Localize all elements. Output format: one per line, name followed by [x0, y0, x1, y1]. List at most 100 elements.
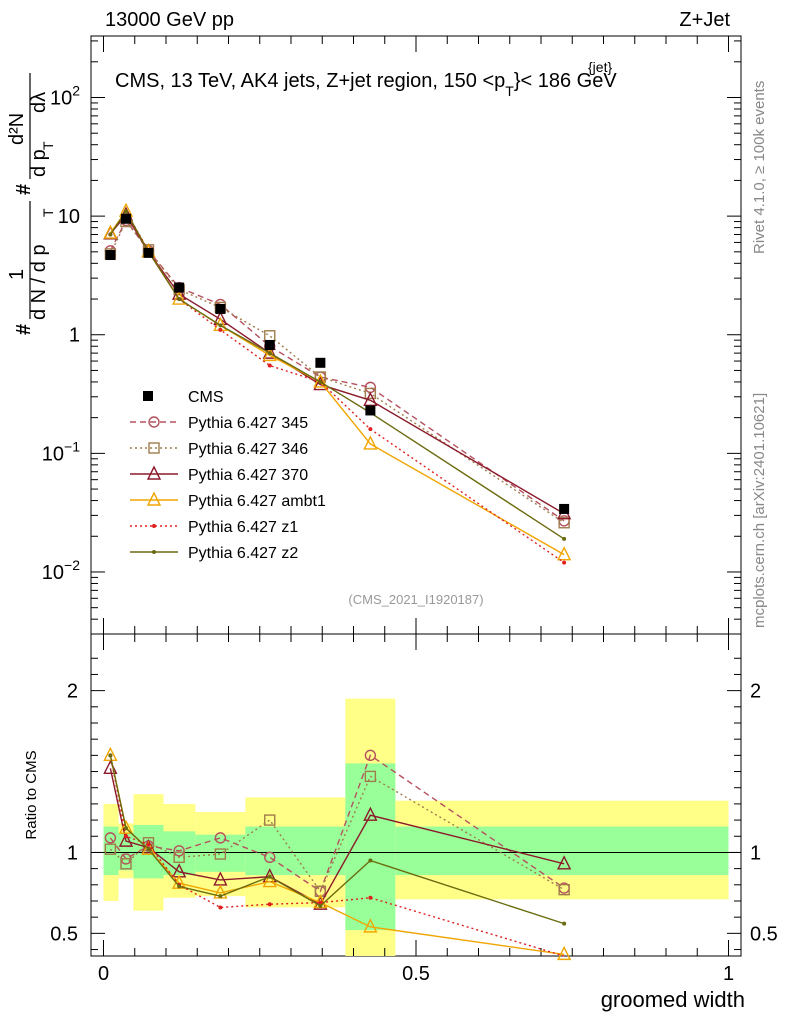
- ratio-series: [103, 746, 572, 961]
- series-5-point: [124, 209, 128, 214]
- header-energy: 13000 GeV pp: [105, 9, 234, 31]
- y-tick-label: 1: [69, 325, 80, 347]
- y-tick-label: 10: [58, 206, 80, 228]
- cms-data-point: [174, 282, 185, 293]
- ratio-line-0: [109, 754, 565, 893]
- ratio-3-point: [556, 945, 572, 961]
- rivet-version-label: Rivet 4.1.0, ≥ 100k events: [751, 81, 768, 254]
- svg-text:T: T: [40, 141, 56, 150]
- ratio-y-tick-label-right: 1: [750, 842, 761, 864]
- legend-label-cms: CMS: [188, 389, 224, 406]
- cms-data-point: [215, 303, 226, 314]
- ratio-4-point: [267, 902, 272, 907]
- legend-marker-4: [152, 524, 156, 528]
- svg-text:d N / d p: d N / d p: [28, 244, 50, 320]
- x-tick-label: 1: [723, 963, 734, 985]
- ratio-3-point: [262, 873, 277, 888]
- cms-data-point: [365, 405, 376, 416]
- band-inner-3: [163, 831, 196, 876]
- svg-text:#: #: [13, 324, 35, 335]
- series-3-point: [556, 546, 572, 561]
- series-line-1: [109, 220, 565, 524]
- ratio-5-point: [562, 921, 567, 926]
- legend-label-5: Pythia 6.427 z2: [188, 545, 298, 562]
- main-series: [103, 202, 572, 565]
- ratio-3-point: [363, 918, 378, 933]
- series-4-point: [267, 363, 272, 368]
- ratio-1-point: [364, 770, 377, 783]
- series-3-point: [103, 224, 118, 239]
- ratio-5-point: [318, 903, 323, 908]
- series-2-point: [363, 391, 378, 407]
- series-5-point: [108, 232, 113, 237]
- legend-label-3: Pythia 6.427 ambt1: [188, 493, 326, 510]
- x-tick-label: 0.5: [402, 963, 430, 985]
- analysis-reference: (CMS_2021_I1920187): [348, 592, 483, 607]
- cms-data-point: [143, 247, 154, 258]
- ratio-5-point: [267, 874, 272, 879]
- cms-data-point: [315, 357, 326, 368]
- ratio-plot-frame: [90, 633, 742, 957]
- header-process: Z+Jet: [679, 9, 730, 31]
- ratio-2-point: [118, 832, 134, 847]
- series-line-3: [109, 209, 565, 556]
- ratio-1-point: [120, 858, 132, 870]
- ratio-3-point: [118, 819, 134, 834]
- ratio-0-point: [364, 749, 377, 762]
- series-5-point: [267, 351, 272, 356]
- legend-label-4: Pythia 6.427 z1: [188, 519, 298, 536]
- legend: CMS Pythia 6.427 345 Pythia 6.427 346 Pythi…: [130, 389, 326, 562]
- ratio-y-tick-label-right: 0.5: [750, 923, 778, 945]
- cms-data-point: [264, 339, 275, 350]
- series-4-point: [562, 560, 567, 565]
- series-1-point: [264, 330, 276, 342]
- main-axis-ticks: 10−2 10−1 1 10 102: [42, 36, 741, 635]
- legend-marker-5: [152, 550, 156, 554]
- series-5-point: [318, 379, 323, 384]
- series-line-2: [109, 213, 565, 515]
- legend-marker-1: [148, 442, 160, 454]
- series-5-point: [218, 323, 223, 328]
- legend-marker-cms: [143, 391, 153, 401]
- y-tick-label: 10−2: [42, 557, 80, 584]
- ratio-y-tick-label-right: 2: [750, 681, 761, 703]
- ratio-line-1: [109, 775, 565, 893]
- ratio-y-label: Ratio to CMS: [23, 750, 40, 839]
- ratio-y-tick-label: 2: [67, 681, 78, 703]
- band-inner-7: [395, 826, 729, 876]
- ratio-4-point: [146, 842, 151, 847]
- ratio-0-point: [214, 832, 227, 844]
- ratio-line-2: [109, 768, 565, 906]
- x-axis-label: groomed width: [601, 987, 745, 1012]
- ratio-axis-ticks: 0.5 0.5 1 1 2 2 0 0.5 1: [50, 634, 778, 985]
- ratio-0-point: [104, 832, 117, 844]
- ratio-0-point: [264, 851, 276, 863]
- svg-text:dλ: dλ: [28, 92, 50, 113]
- mcplots-label: mcplots.cern.ch [arXiv:2401.10621]: [751, 393, 768, 628]
- series-0-point: [364, 381, 377, 394]
- series-5-point: [562, 536, 567, 541]
- ratio-4-point: [368, 895, 373, 900]
- series-5-point: [177, 297, 182, 302]
- ratio-5-point: [124, 826, 128, 831]
- legend-marker-3: [146, 491, 162, 506]
- series-line-4: [109, 209, 565, 564]
- legend-label-1: Pythia 6.427 346: [188, 441, 308, 458]
- legend-marker-2: [146, 465, 162, 480]
- legend-marker-0: [148, 416, 160, 428]
- ratio-4-point: [124, 834, 128, 839]
- y-tick-label: 102: [50, 83, 80, 110]
- svg-text:T: T: [40, 208, 56, 217]
- main-y-label: # 1 d N / d p T # d²N d p T dλ: [6, 73, 56, 335]
- band-inner-4: [195, 834, 246, 872]
- ratio-line-4: [109, 755, 565, 957]
- ratio-0-point: [173, 845, 185, 857]
- series-1-point: [364, 387, 377, 400]
- x-tick-label: 0: [98, 963, 109, 985]
- series-line-0: [109, 219, 565, 522]
- ratio-5-point: [368, 858, 373, 863]
- ratio-1-point: [214, 848, 227, 860]
- svg-text:#: #: [13, 184, 35, 195]
- cms-data-point: [105, 250, 116, 261]
